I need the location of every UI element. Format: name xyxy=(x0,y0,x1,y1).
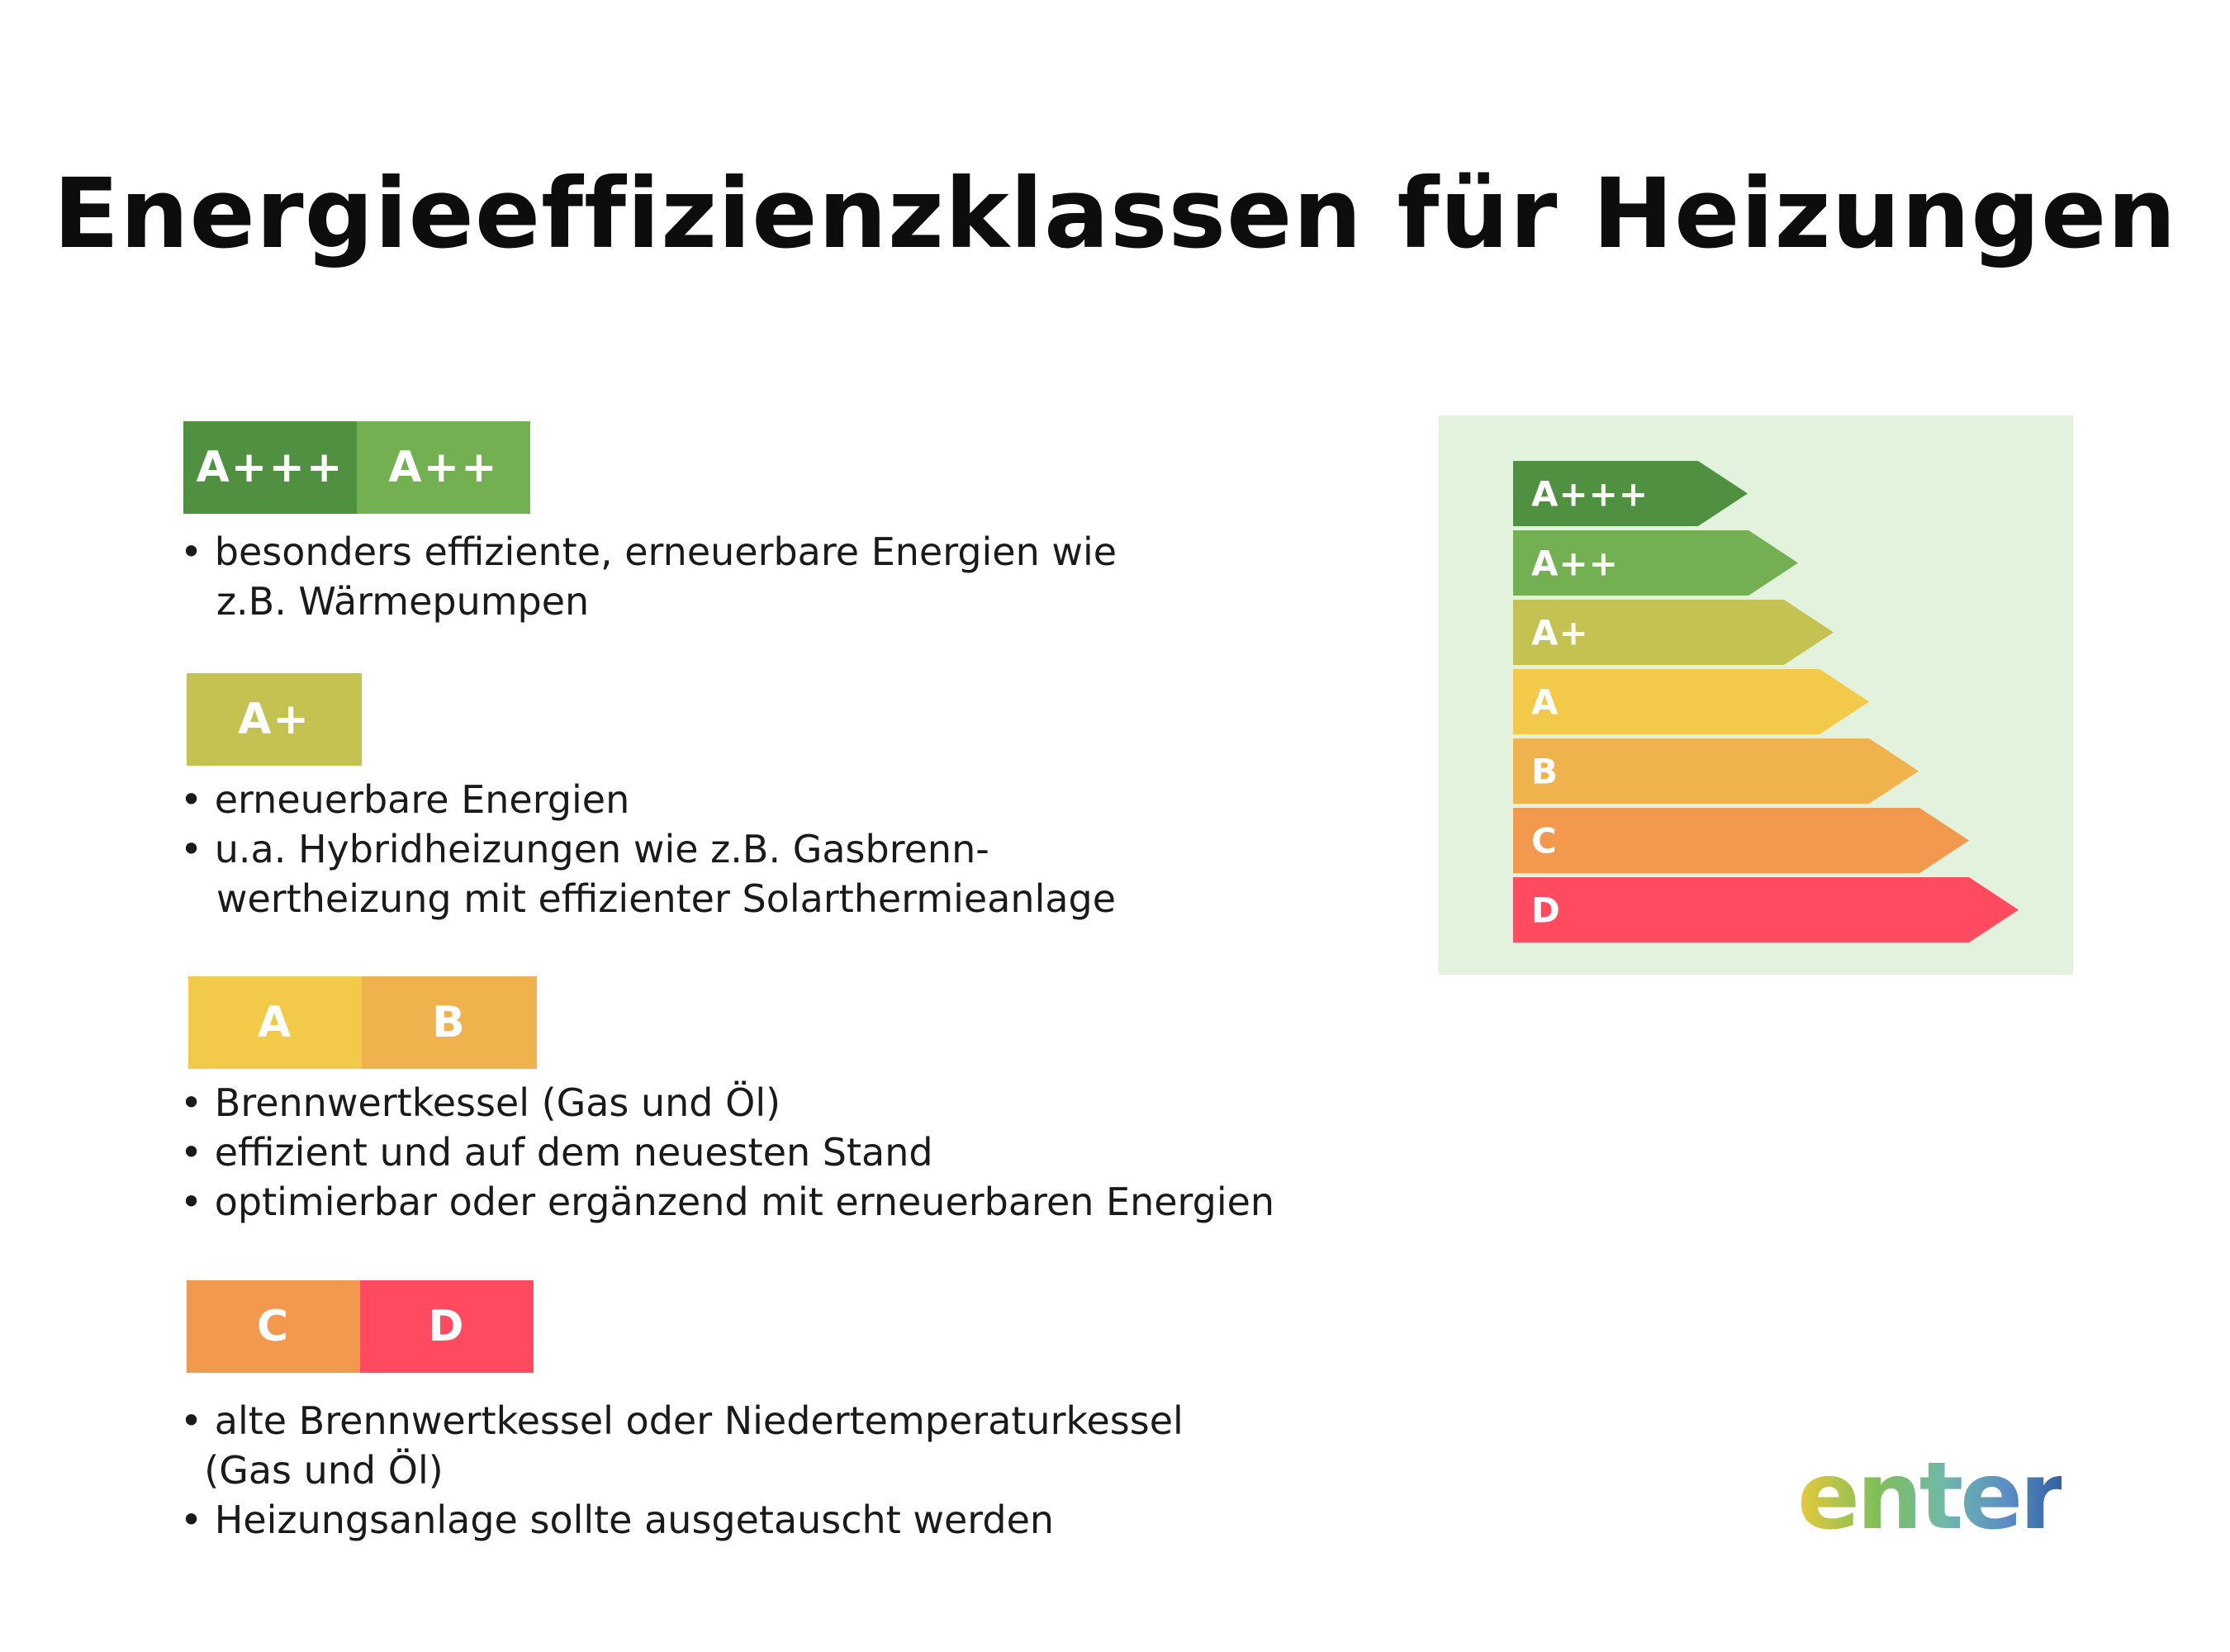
class-badge-a: A xyxy=(188,976,362,1069)
energy-scale-bar xyxy=(1513,530,1798,596)
description-line: (Gas und Öl) xyxy=(180,1448,444,1493)
description-line: • erneuerbare Energien xyxy=(180,777,630,822)
description-line: • besonders effiziente, erneuerbare Ener… xyxy=(180,529,1117,574)
description-line: wertheizung mit effizienter Solarthermie… xyxy=(180,876,1117,921)
energy-scale-label: B xyxy=(1531,752,1559,792)
description-line: • optimierbar oder ergänzend mit erneuer… xyxy=(180,1180,1275,1224)
energy-scale-bar xyxy=(1513,461,1748,526)
description-line: • alte Brennwertkessel oder Niedertemper… xyxy=(180,1398,1184,1443)
description-list-c-d: • alte Brennwertkessel oder Niedertemper… xyxy=(180,1396,1184,1545)
description-line: • u.a. Hybridheizungen wie z.B. Gasbrenn… xyxy=(180,827,989,871)
description-line: • effizient und auf dem neuesten Stand xyxy=(180,1130,933,1175)
description-line: z.B. Wärmepumpen xyxy=(180,579,590,624)
class-badge-a2: A++ xyxy=(357,421,530,514)
description-list-a1: • erneuerbare Energien • u.a. Hybridheiz… xyxy=(180,775,1116,923)
class-badge-c: C xyxy=(187,1280,360,1373)
description-line: • Heizungsanlage sollte ausgetauscht wer… xyxy=(180,1498,1055,1542)
description-list-a-b: • Brennwertkessel (Gas und Öl) • effizie… xyxy=(180,1078,1274,1227)
energy-scale-bar xyxy=(1513,877,2019,942)
energy-scale-label: A xyxy=(1531,682,1559,723)
energy-scale-label: A++ xyxy=(1531,544,1619,584)
energy-scale-label: A+++ xyxy=(1531,474,1649,515)
class-badge-b: B xyxy=(362,976,537,1069)
badge-group-c-d: C D xyxy=(187,1280,534,1373)
badge-group-a3-a2: A+++ A++ xyxy=(183,421,530,514)
class-badge-a3: A+++ xyxy=(183,421,357,514)
energy-scale-bar xyxy=(1513,808,1969,873)
page-title: Energieeffizienzklassen für Heizungen xyxy=(53,157,2177,270)
class-badge-d: D xyxy=(360,1280,534,1373)
energy-scale-label: A+ xyxy=(1531,613,1589,653)
enter-logo: enter xyxy=(1797,1443,2062,1550)
badge-group-a-b: A B xyxy=(188,976,537,1069)
description-list-a3-a2: • besonders effiziente, erneuerbare Ener… xyxy=(180,527,1117,626)
description-line: • Brennwertkessel (Gas und Öl) xyxy=(180,1080,781,1125)
class-badge-a1: A+ xyxy=(187,673,362,766)
enter-logo-text: enter xyxy=(1797,1443,2062,1550)
energy-scale-bar xyxy=(1513,600,1834,665)
badge-group-a1: A+ xyxy=(187,673,362,766)
energy-scale-label: D xyxy=(1531,890,1561,931)
energy-scale-bar xyxy=(1513,669,1869,734)
energy-scale-label: C xyxy=(1531,821,1558,862)
energy-scale-bar xyxy=(1513,738,1919,804)
